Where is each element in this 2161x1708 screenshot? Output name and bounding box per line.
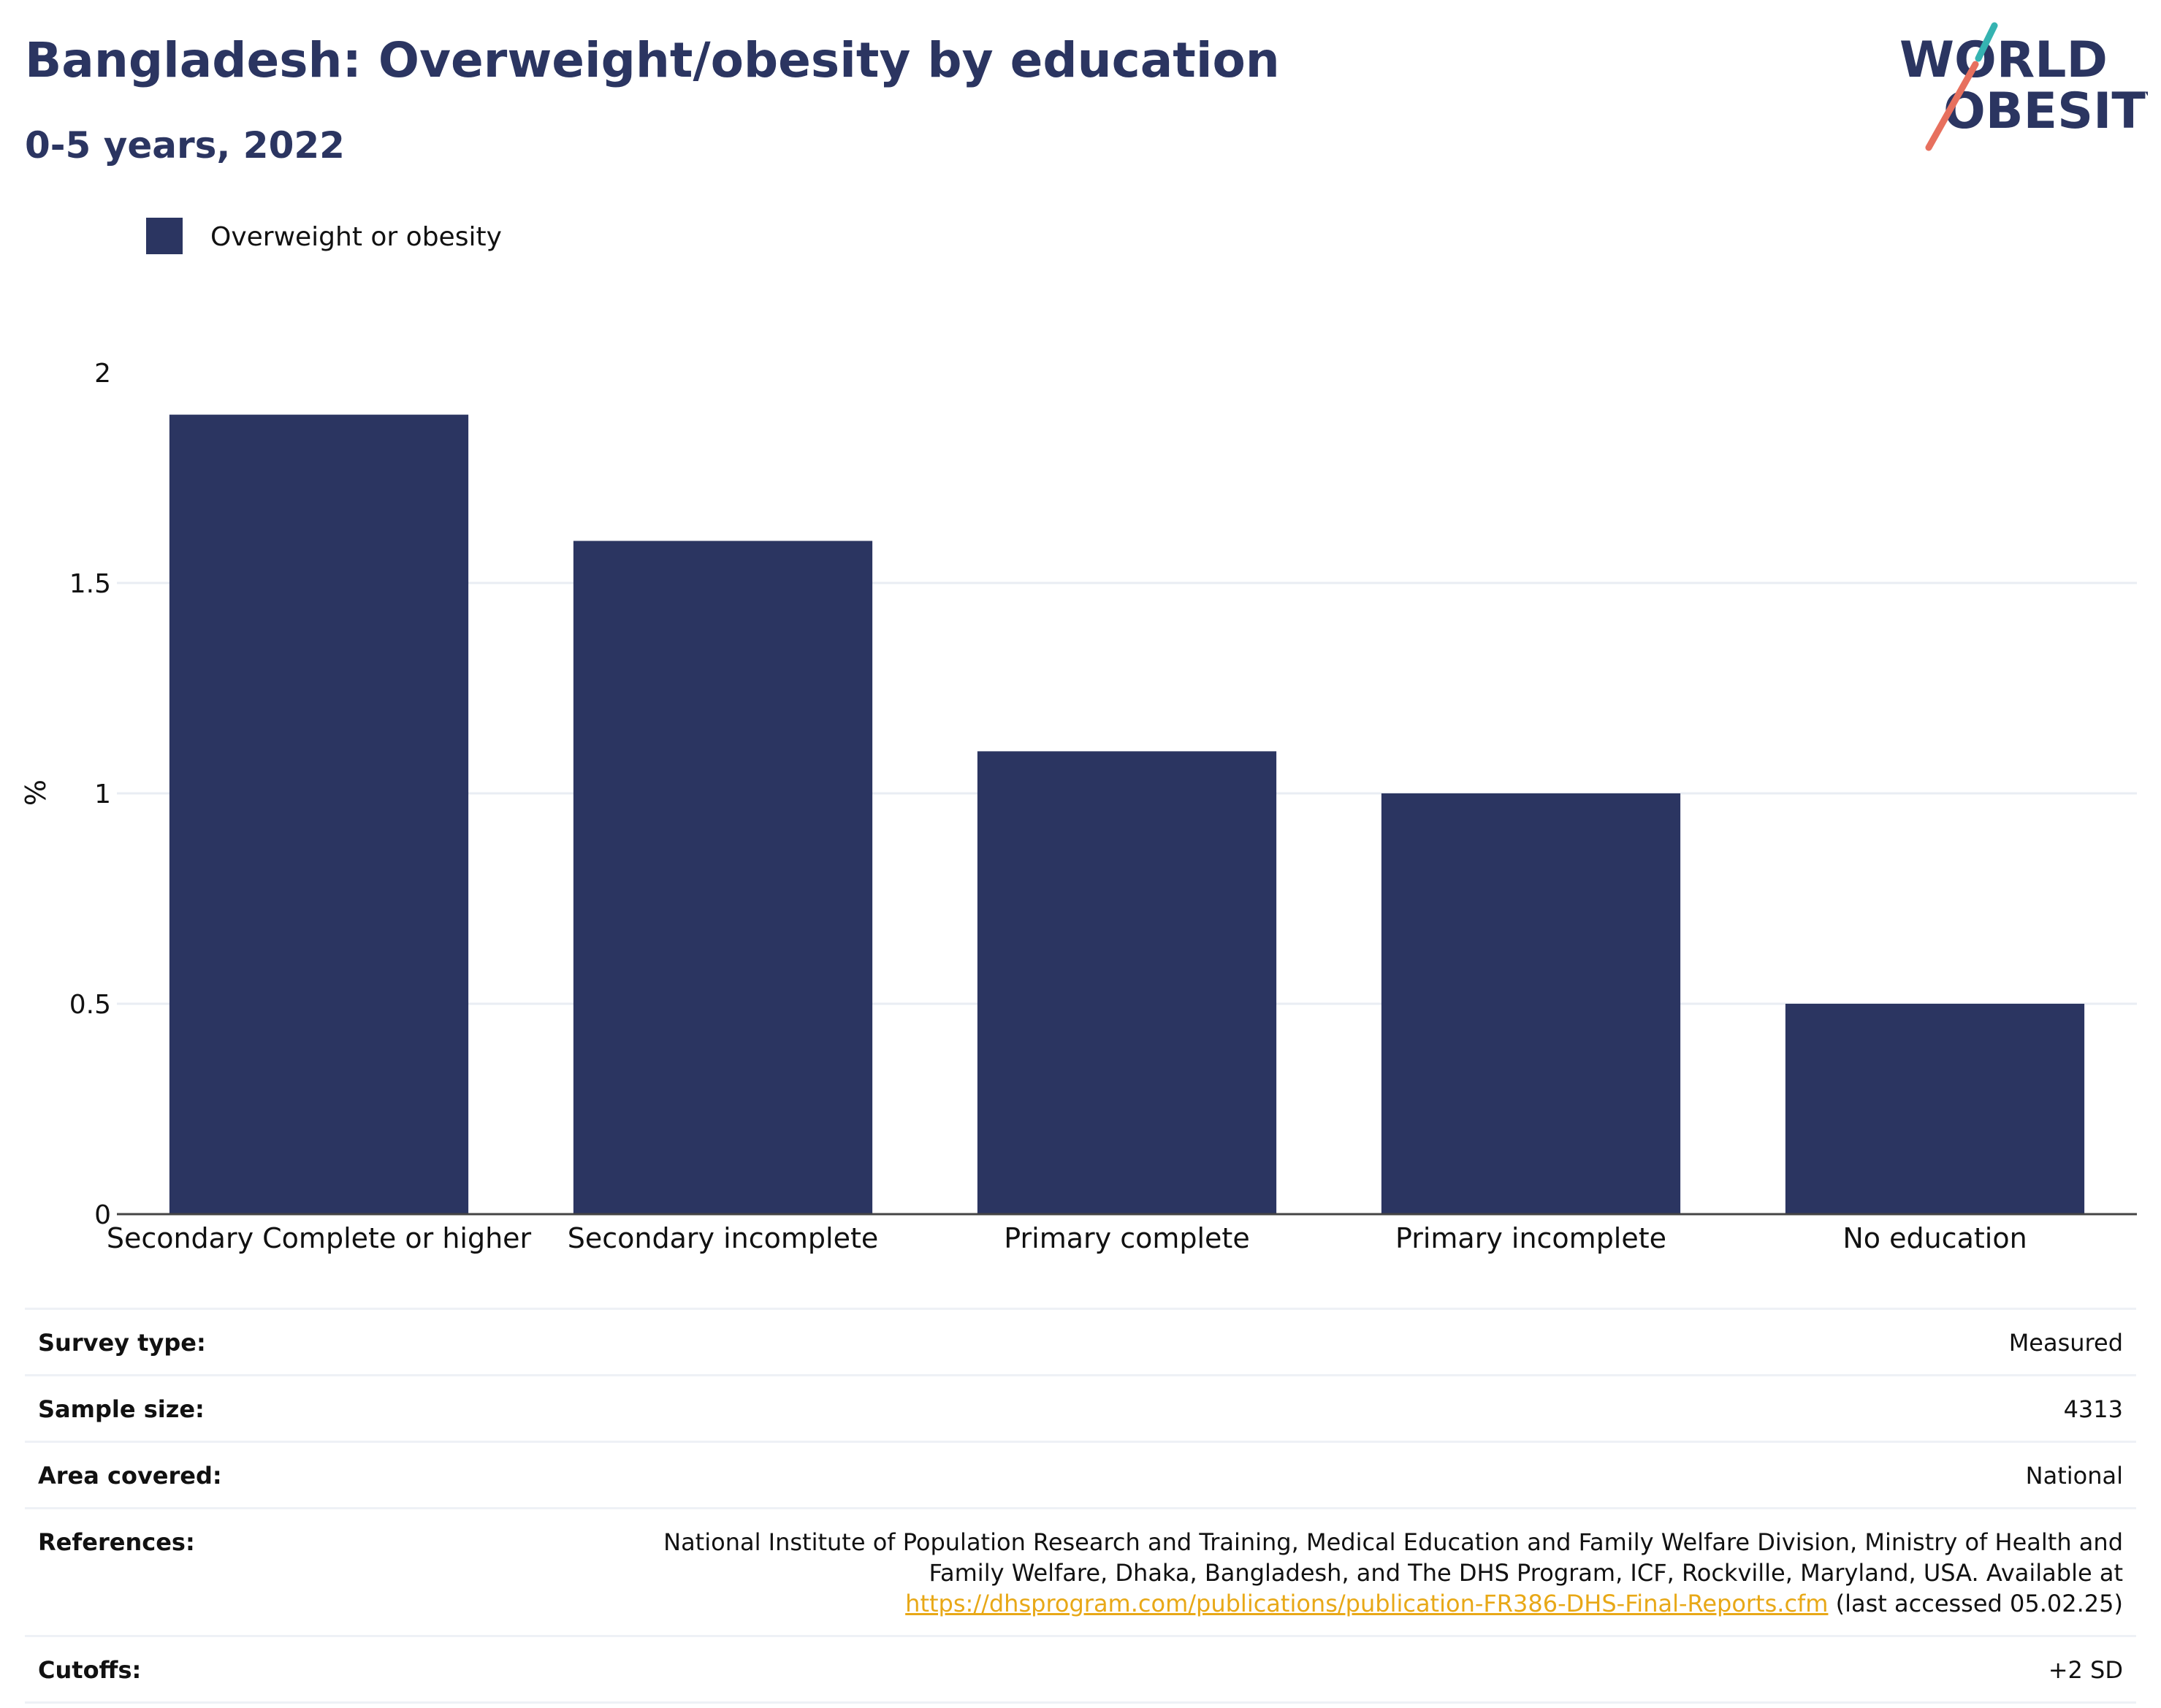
cutoffs-row: Cutoffs: +2 SD (25, 1637, 2136, 1704)
y-tick-label: 0.5 (69, 990, 111, 1020)
x-ticks: Secondary Complete or higher Secondary in… (107, 1222, 2027, 1254)
x-tick-label: Secondary Complete or higher (107, 1222, 532, 1254)
survey-type-row: Survey type: Measured (25, 1310, 2136, 1376)
chart-title: Bangladesh: Overweight/obesity by educat… (25, 32, 1280, 88)
references-text: National Institute of Population Researc… (663, 1528, 2123, 1587)
x-tick-label: Primary incomplete (1395, 1222, 1666, 1254)
area-covered-row: Area covered: National (25, 1443, 2136, 1509)
sample-size-row: Sample size: 4313 (25, 1376, 2136, 1443)
x-tick-label: Secondary incomplete (568, 1222, 878, 1254)
logo-slash-teal (1975, 22, 1998, 62)
chart-subtitle: 0-5 years, 2022 (25, 124, 345, 167)
survey-type-label: Survey type: (38, 1329, 206, 1357)
bar-chart: Overweight or obesity % 0 0.5 1 1.5 2 Second… (20, 218, 2137, 1254)
y-ticks: 0 0.5 1 1.5 2 (69, 359, 111, 1230)
references-suffix: (last accessed 05.02.25) (1828, 1590, 2123, 1617)
survey-type-value: Measured (2008, 1329, 2123, 1357)
bar (1381, 793, 1681, 1214)
y-axis-label: % (20, 779, 52, 806)
sample-size-label: Sample size: (38, 1395, 205, 1423)
sample-size-value: 4313 (2063, 1395, 2123, 1423)
cutoffs-value: +2 SD (2048, 1656, 2123, 1684)
survey-info-table: Survey type: Measured Sample size: 4313 … (25, 1308, 2136, 1704)
references-label: References: (38, 1528, 195, 1556)
bar (1785, 1004, 2085, 1214)
bars (169, 414, 2085, 1214)
references-row: References: National Institute of Popula… (25, 1509, 2136, 1637)
logo-slash-coral (1925, 61, 1979, 151)
legend-label: Overweight or obesity (210, 222, 502, 252)
bar (169, 414, 469, 1214)
area-covered-value: National (2025, 1462, 2123, 1490)
bar (977, 751, 1277, 1214)
y-tick-label: 1.5 (69, 569, 111, 599)
legend-swatch (146, 218, 183, 254)
references-link[interactable]: https://dhsprogram.com/publications/publ… (905, 1590, 1829, 1617)
legend: Overweight or obesity (146, 218, 502, 254)
x-tick-label: No education (1842, 1222, 2027, 1254)
world-obesity-logo: WORLD OBESITY (1899, 22, 2148, 151)
y-tick-label: 0 (94, 1200, 111, 1230)
x-tick-label: Primary complete (1004, 1222, 1249, 1254)
cutoffs-label: Cutoffs: (38, 1656, 142, 1684)
bar (573, 541, 873, 1214)
logo-line-1: WORLD (1899, 31, 2108, 89)
logo-line-2: OBESITY (1943, 83, 2148, 140)
references-value: National Institute of Population Researc… (589, 1527, 2123, 1619)
area-covered-label: Area covered: (38, 1462, 222, 1490)
y-tick-label: 2 (94, 359, 111, 389)
y-tick-label: 1 (94, 779, 111, 809)
